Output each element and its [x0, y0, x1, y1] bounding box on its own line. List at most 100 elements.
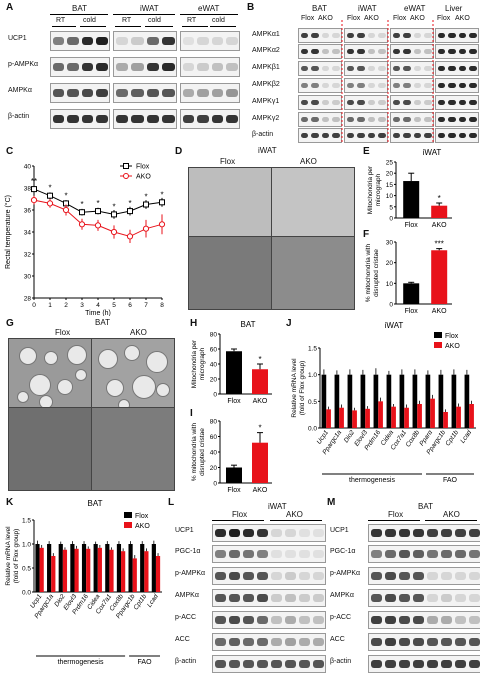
- blot-title-iwat: iWAT: [268, 502, 287, 511]
- blot-row-label: AMPKβ1: [252, 64, 280, 71]
- blot-band: [413, 32, 421, 39]
- blot-band: [311, 48, 319, 55]
- y-tick-label: 0.0: [22, 590, 31, 597]
- bar-flox: [116, 544, 122, 592]
- blot-band: [284, 616, 296, 624]
- chart-e-mitochondria-iwat: 0 5 10 15 20 25 Flox * AKO iWAT Mitochondria per mi…: [367, 148, 452, 229]
- blot-strip: [180, 31, 240, 51]
- blot-band: [197, 115, 209, 123]
- blot-band: [300, 48, 308, 55]
- significance-star: ***: [441, 404, 448, 412]
- bar-flox: [35, 544, 40, 592]
- blot-band: [81, 63, 93, 71]
- blot-band: [424, 116, 432, 123]
- blot-band: [392, 65, 400, 72]
- bar-flox: [403, 283, 420, 304]
- blot-band: [311, 32, 319, 39]
- blot-row-label: AMPKγ1: [252, 98, 280, 105]
- blot-strip: [435, 128, 479, 143]
- point-ako: [142, 225, 150, 232]
- blot-band: [367, 32, 375, 39]
- blot-band: [115, 115, 128, 123]
- blot-strip: [435, 95, 479, 110]
- y-tick-label: 60: [210, 434, 218, 441]
- blot-band: [412, 594, 424, 602]
- tissue-label-bat: BAT: [312, 4, 327, 13]
- blot-band: [96, 89, 108, 97]
- significance-star: *: [363, 404, 370, 407]
- blot-strip: [435, 28, 479, 43]
- blot-band: [448, 32, 456, 39]
- blot-band: [131, 89, 144, 97]
- blot-band: [378, 65, 386, 72]
- blot-band: [346, 48, 354, 55]
- y-tick-label: 80: [210, 332, 218, 339]
- blot-band: [332, 132, 340, 139]
- blot-band: [96, 63, 108, 71]
- point-ako: [110, 228, 118, 236]
- micrograph-iwat-ako-low: [271, 167, 355, 237]
- cond-label: cold: [83, 17, 96, 24]
- micro-title-iwat: iWAT: [258, 146, 277, 155]
- bar-flox: [128, 544, 133, 592]
- x-tick-label: 2: [64, 302, 68, 309]
- blot-band: [115, 63, 128, 71]
- blot-band: [454, 616, 466, 624]
- significance-star: *: [64, 191, 67, 200]
- y-axis-label: % mitochondria with: [365, 244, 372, 303]
- point-flox: [143, 201, 149, 208]
- blot-band: [346, 32, 354, 39]
- blot-band: [426, 550, 438, 558]
- blot-band: [52, 115, 64, 123]
- blot-strip: [212, 611, 326, 629]
- bar-flox: [58, 544, 63, 592]
- blot-band: [437, 65, 445, 72]
- blot-band: [384, 529, 396, 537]
- y-tick-label: 40: [210, 450, 218, 457]
- blot-row-label: p-ACC: [330, 614, 352, 621]
- tissue-label-liver: Liver: [445, 4, 463, 13]
- bar-flox: [226, 467, 242, 483]
- blot-band: [197, 89, 209, 97]
- micro-col-ako: AKO: [300, 157, 317, 166]
- micrograph-iwat-flox-high: [188, 236, 272, 310]
- blot-band: [298, 594, 310, 602]
- chart-title: iWAT: [423, 148, 442, 157]
- blot-strip: [180, 83, 240, 103]
- y-tick-label: 0: [389, 216, 393, 223]
- blot-strip: [113, 109, 177, 129]
- significance-star: **: [153, 549, 160, 555]
- bar-ako: [86, 548, 91, 592]
- blot-band: [242, 638, 254, 646]
- significance-star: **: [337, 401, 344, 407]
- blot-strip: [113, 57, 177, 77]
- significance-star: *: [160, 190, 163, 199]
- point-ako: [126, 233, 134, 240]
- blot-band: [448, 132, 456, 139]
- blot-band: [242, 529, 254, 537]
- bar-ako: [391, 406, 396, 428]
- blot-band: [298, 550, 310, 558]
- lipid-droplet: [29, 374, 51, 396]
- blot-band: [440, 638, 452, 646]
- panel-label-m: M: [327, 497, 336, 508]
- blot-band: [81, 89, 93, 97]
- bar-flox: [451, 374, 457, 428]
- x-tick-label: 7: [144, 302, 148, 309]
- lipid-droplet: [146, 351, 168, 373]
- blot-band: [454, 550, 466, 558]
- blot-band: [412, 660, 424, 668]
- bar-ako: [144, 551, 149, 592]
- blot-band: [346, 116, 354, 123]
- blot-band: [321, 132, 329, 139]
- blot-row-label: ACC: [175, 636, 190, 643]
- blot-band: [332, 82, 340, 89]
- blot-band: [378, 132, 386, 139]
- blot-band: [412, 550, 424, 558]
- bar-ako: [51, 556, 56, 592]
- blot-strip: [298, 44, 342, 59]
- blot-band: [214, 594, 226, 602]
- blot-band: [403, 82, 411, 89]
- blot-band: [197, 37, 209, 45]
- y-tick-label: 38: [24, 186, 32, 193]
